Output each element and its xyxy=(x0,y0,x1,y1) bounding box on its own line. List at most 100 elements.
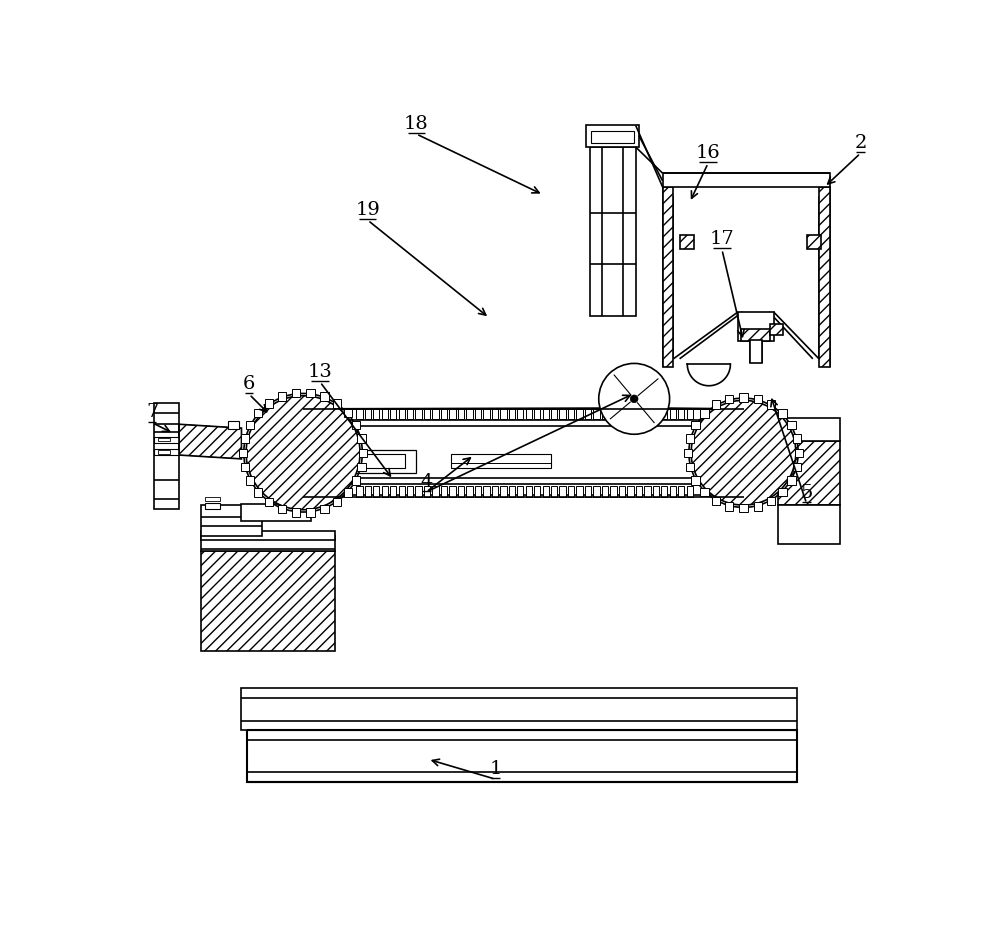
Text: 6: 6 xyxy=(243,375,255,393)
Bar xyxy=(636,410,642,419)
Bar xyxy=(390,410,396,419)
Bar xyxy=(365,410,371,419)
Bar xyxy=(458,410,464,419)
Bar xyxy=(663,188,673,367)
Bar xyxy=(778,410,787,418)
Bar xyxy=(154,437,179,444)
Bar xyxy=(407,486,413,497)
Bar xyxy=(680,236,694,249)
Bar xyxy=(517,410,523,419)
Bar xyxy=(373,410,379,419)
Bar xyxy=(432,486,439,497)
Bar xyxy=(644,486,651,497)
Bar xyxy=(483,410,490,419)
Bar xyxy=(382,410,388,419)
Bar xyxy=(509,486,515,497)
Text: 13: 13 xyxy=(308,362,332,380)
Bar xyxy=(154,449,179,456)
Bar xyxy=(750,340,762,363)
Bar xyxy=(770,325,783,335)
Bar xyxy=(602,410,608,419)
Polygon shape xyxy=(179,425,241,460)
Bar xyxy=(725,502,733,511)
Circle shape xyxy=(691,401,796,506)
Bar xyxy=(451,455,551,468)
Bar xyxy=(278,505,286,514)
Bar xyxy=(610,410,617,419)
Bar xyxy=(787,477,796,485)
Bar xyxy=(201,536,335,551)
Bar xyxy=(663,174,830,188)
Text: 7: 7 xyxy=(146,403,158,421)
Bar xyxy=(526,486,532,497)
Bar xyxy=(247,730,797,783)
Bar xyxy=(246,477,254,485)
Bar xyxy=(807,236,821,249)
Bar xyxy=(483,486,490,497)
Bar xyxy=(205,497,220,501)
Bar xyxy=(458,486,464,497)
Bar xyxy=(741,329,770,342)
Text: 16: 16 xyxy=(696,143,720,161)
Bar xyxy=(793,434,801,443)
Bar xyxy=(205,503,220,510)
Bar xyxy=(441,410,447,419)
Bar xyxy=(303,410,744,421)
Bar xyxy=(619,486,625,497)
Bar xyxy=(343,450,416,473)
Bar xyxy=(399,410,405,419)
Bar xyxy=(441,486,447,497)
Bar xyxy=(543,410,549,419)
Bar xyxy=(241,464,249,472)
Bar xyxy=(278,393,286,401)
Text: 4: 4 xyxy=(420,472,432,490)
Bar xyxy=(586,126,639,148)
Bar xyxy=(700,488,709,497)
Bar xyxy=(551,486,557,497)
Bar xyxy=(712,497,720,505)
Bar xyxy=(320,393,329,401)
Bar xyxy=(254,489,262,497)
Bar xyxy=(344,410,352,417)
Bar xyxy=(793,464,801,472)
Bar xyxy=(778,418,840,442)
Bar xyxy=(670,486,676,497)
Bar xyxy=(492,486,498,497)
Bar xyxy=(661,486,667,497)
Bar xyxy=(306,509,315,517)
Bar xyxy=(333,498,341,507)
Bar xyxy=(466,486,473,497)
Bar xyxy=(320,505,329,514)
Bar xyxy=(661,410,667,419)
Bar xyxy=(359,449,367,458)
Bar xyxy=(246,421,254,430)
Bar xyxy=(590,148,636,317)
Bar xyxy=(475,486,481,497)
Text: 17: 17 xyxy=(710,230,734,248)
Text: 5: 5 xyxy=(800,483,813,501)
Text: 2: 2 xyxy=(854,134,867,152)
Bar xyxy=(678,410,684,419)
Bar xyxy=(678,486,684,497)
Bar xyxy=(333,399,341,408)
Bar xyxy=(778,506,840,544)
Bar xyxy=(449,486,456,497)
Bar xyxy=(712,401,720,410)
Bar xyxy=(158,451,170,454)
Bar xyxy=(265,399,273,408)
Bar xyxy=(241,504,311,521)
Bar xyxy=(687,410,693,419)
Bar xyxy=(228,422,239,430)
Bar xyxy=(627,486,634,497)
Bar xyxy=(352,421,360,430)
Bar xyxy=(356,410,363,419)
Bar xyxy=(795,449,803,458)
Circle shape xyxy=(599,364,670,435)
Bar xyxy=(653,486,659,497)
Bar xyxy=(619,410,625,419)
Bar xyxy=(158,439,170,442)
Bar xyxy=(449,410,456,419)
Bar xyxy=(357,434,366,443)
Bar xyxy=(559,410,566,419)
Bar xyxy=(432,410,439,419)
